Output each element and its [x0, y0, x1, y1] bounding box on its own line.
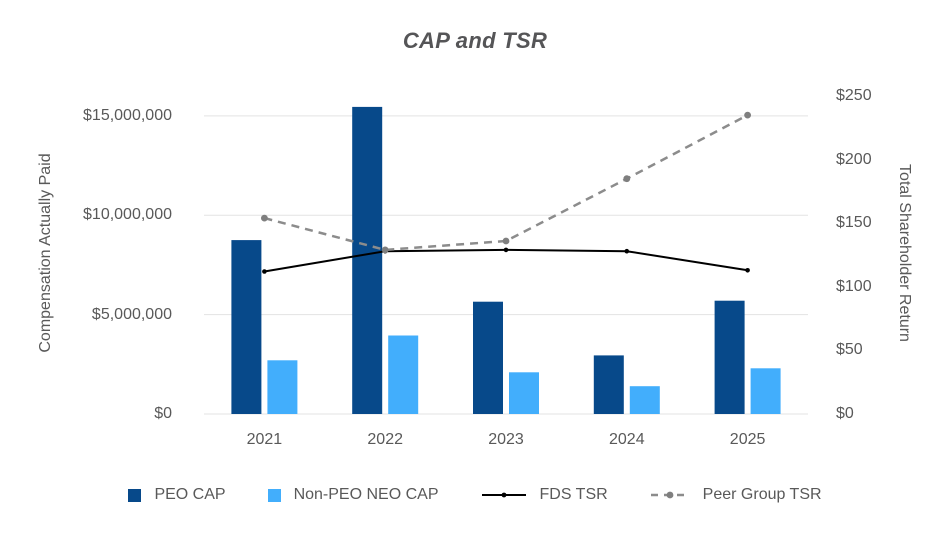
x-axis-label-2025: 2025: [729, 431, 766, 448]
right-axis-tick: $100: [836, 277, 872, 295]
peer-group-tsr-line-icon: [650, 489, 690, 501]
legend-item-fds-tsr[interactable]: FDS TSR: [481, 486, 608, 504]
point-peer-group-tsr-2023[interactable]: [502, 237, 510, 245]
point-fds-tsr-2023[interactable]: [503, 247, 509, 253]
point-fds-tsr-2021[interactable]: [262, 269, 267, 274]
right-axis-tick: $250: [836, 87, 872, 104]
bar-peo-cap-2023[interactable]: [473, 301, 503, 414]
point-fds-tsr-2024[interactable]: [624, 248, 630, 254]
bar-non-peo-neo-cap-2021[interactable]: [267, 360, 298, 414]
line-peer-group-tsr: [264, 113, 749, 252]
bar-peo-cap-2024[interactable]: [593, 355, 624, 414]
line-fds-tsr: [264, 248, 748, 273]
bar-peo-cap-2022[interactable]: [352, 106, 383, 415]
left-axis-tick: $0: [154, 405, 172, 422]
bar-non-peo-neo-cap-2023[interactable]: [509, 372, 539, 414]
x-axis-label-2022: 2022: [367, 431, 403, 448]
bar-non-peo-neo-cap-2024[interactable]: [629, 386, 660, 414]
point-fds-tsr-2025[interactable]: [745, 268, 750, 273]
fds-tsr-line-icon: [481, 489, 527, 501]
x-axis-label-2024: 2024: [609, 431, 645, 448]
left-axis-tick: $5,000,000: [91, 305, 172, 323]
right-axis-tick: $150: [836, 214, 872, 232]
non-peo-neo-cap-swatch-icon: [267, 488, 281, 502]
bar-non-peo-neo-cap-2022[interactable]: [388, 335, 419, 415]
chart-title: CAP and TSR: [402, 28, 548, 53]
legend-item-peer-group-tsr[interactable]: Peer Group TSR: [650, 486, 822, 504]
x-axis-label-2023: 2023: [488, 431, 524, 448]
legend-label-non-peo-neo-cap: Non-PEO NEO CAP: [293, 486, 439, 503]
point-peer-group-tsr-2024[interactable]: [623, 175, 631, 183]
right-axis-tick: $0: [836, 405, 854, 422]
bar-peo-cap-2021[interactable]: [231, 240, 262, 414]
point-peer-group-tsr-2021[interactable]: [261, 214, 268, 222]
legend-item-peo-cap[interactable]: PEO CAP: [128, 486, 226, 504]
point-peer-group-tsr-2025[interactable]: [744, 111, 751, 119]
right-axis-tick: $200: [836, 150, 872, 168]
left-axis-tick: $15,000,000: [83, 106, 172, 124]
bar-non-peo-neo-cap-2025[interactable]: [750, 368, 781, 414]
right-axis-tick: $50: [836, 341, 863, 359]
legend-item-non-peo-neo-cap[interactable]: Non-PEO NEO CAP: [267, 486, 439, 504]
legend-label-peo-cap: PEO CAP: [154, 486, 226, 503]
point-peer-group-tsr-2022[interactable]: [381, 246, 389, 254]
bar-peo-cap-2025[interactable]: [714, 300, 745, 414]
peo-cap-swatch-icon: [128, 488, 142, 502]
legend-label-peer-group-tsr: Peer Group TSR: [702, 486, 822, 503]
legend-label-fds-tsr: FDS TSR: [539, 486, 608, 503]
x-axis-label-2021: 2021: [246, 431, 283, 448]
left-axis-tick: $10,000,000: [83, 206, 172, 224]
legend: PEO CAP Non-PEO NEO CAP FDS TSR Peer: [0, 486, 950, 504]
